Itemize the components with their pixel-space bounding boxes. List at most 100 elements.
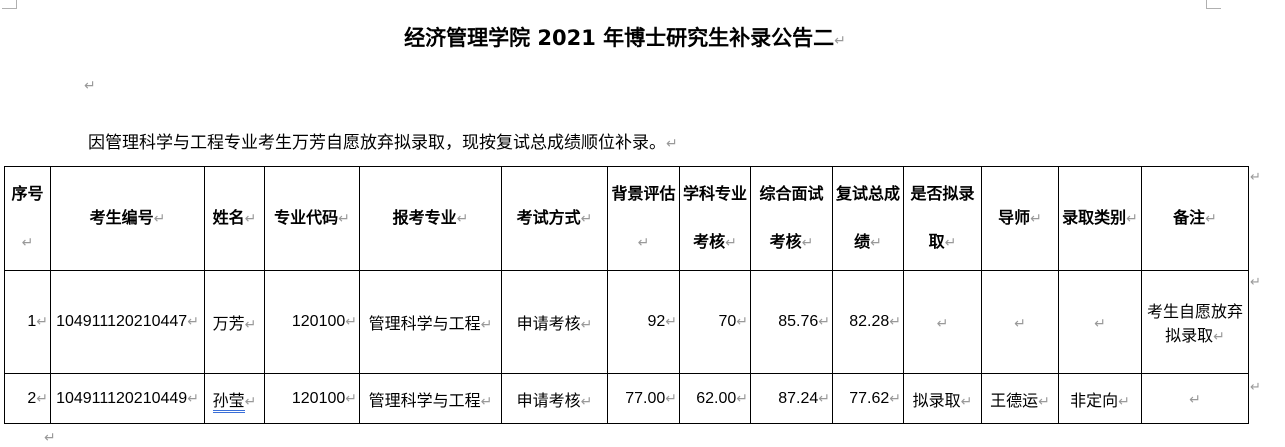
cell-subject-score: 62.00↵	[679, 373, 751, 424]
cell-subject-score-text: 70	[718, 313, 737, 330]
cell-total-score-text: 77.62	[849, 389, 890, 407]
cell-interview-score: 85.76↵	[750, 270, 833, 374]
cell-advisor-text: 王德运	[990, 390, 1039, 410]
header-admission-type: 录取类别↵	[1058, 166, 1142, 271]
header-admit-status-text: 是否拟录取	[910, 184, 975, 251]
cell-total-score-text: 82.28	[849, 313, 890, 330]
cell-remarks-text: 考生自愿放弃拟录取	[1146, 302, 1243, 345]
cell-name: 万芳↵	[204, 270, 265, 374]
cell-mark-icon: ↵	[1038, 393, 1050, 410]
intro-text: 因管理科学与工程专业考生万芳自愿放弃拟录取，现按复试总成绩顺位补录。	[88, 133, 666, 153]
cell-mark-icon: ↵	[36, 313, 48, 329]
title-text: 经济管理学院 2021 年博士研究生补录公告二	[404, 26, 835, 50]
paragraph-mark-icon: ↵	[834, 33, 846, 49]
cell-mark-icon: ↵	[1014, 315, 1026, 332]
cell-mark-icon: ↵	[665, 389, 677, 406]
cell-mark-icon: ↵	[944, 235, 957, 251]
header-subject-score: 学科专业考核↵	[679, 166, 751, 271]
header-major-code-text: 专业代码	[274, 208, 339, 227]
cell-mark-icon: ↵	[1205, 211, 1217, 227]
paragraph-mark-icon: ↵	[666, 136, 678, 152]
cell-exam-method: 申请考核↵	[501, 373, 608, 424]
header-total-score: 复试总成绩↵	[832, 166, 904, 271]
cell-mark-icon: ↵	[345, 389, 357, 406]
header-subject-score-text: 学科专业考核	[682, 184, 747, 251]
cell-mark-icon: ↵	[818, 313, 830, 329]
cell-mark-icon: ↵	[870, 235, 882, 251]
header-seq-text: 序号	[11, 184, 44, 203]
cell-admit-status: ↵	[903, 270, 982, 374]
cell-mark-icon: ↵	[665, 313, 677, 329]
cell-remarks: 考生自愿放弃拟录取↵	[1141, 270, 1249, 374]
header-major: 报考专业↵	[359, 166, 502, 271]
cell-mark-icon: ↵	[960, 393, 973, 410]
cell-mark-icon: ↵	[580, 393, 593, 410]
header-exam-method: 考试方式↵	[501, 166, 608, 271]
header-major-text: 报考专业	[392, 208, 457, 227]
header-advisor-text: 导师	[998, 208, 1031, 227]
cell-major: 管理科学与工程↵	[359, 373, 502, 424]
header-total-score-text: 复试总成绩	[835, 184, 900, 251]
cell-background-score-text: 77.00	[625, 389, 666, 407]
header-seq: 序号 ↵	[4, 166, 51, 271]
header-candidate-id-text: 考生编号	[89, 208, 154, 227]
cell-admit-status: 拟录取↵	[903, 373, 982, 424]
paragraph-mark-icon: ↵	[84, 78, 96, 94]
table-row: 2↵ 104911120210449↵ 孙莹↵ 120100↵ 管理科学与工程↵ 申请考核…	[4, 373, 1249, 424]
cell-advisor: 王德运↵	[981, 373, 1059, 424]
cell-mark-icon: ↵	[187, 313, 199, 329]
cell-mark-icon: ↵	[889, 389, 901, 406]
cell-mark-icon: ↵	[736, 313, 748, 329]
header-advisor: 导师↵	[981, 166, 1059, 271]
paragraph-mark-icon: ↵	[44, 430, 56, 446]
cell-candidate-id-text: 104911120210447	[56, 313, 188, 330]
cell-major-code: 120100↵	[264, 270, 360, 374]
cell-major-text: 管理科学与工程	[368, 314, 481, 333]
cell-mark-icon: ↵	[338, 211, 350, 227]
cell-admission-type: 非定向↵	[1058, 373, 1142, 424]
cell-major-code: 120100↵	[264, 373, 360, 424]
cell-mark-icon: ↵	[1126, 211, 1138, 227]
cell-mark-icon: ↵	[1213, 329, 1225, 345]
cell-mark-icon: ↵	[244, 393, 257, 410]
cell-mark-icon: ↵	[580, 211, 593, 227]
header-remarks-text: 备注	[1173, 208, 1206, 227]
header-background-score-text: 背景评估	[611, 184, 676, 203]
cell-mark-icon: ↵	[1030, 211, 1042, 227]
cell-mark-icon: ↵	[244, 211, 257, 227]
document-title: 经济管理学院 2021 年博士研究生补录公告二↵	[0, 22, 1250, 52]
page-corner-marker-left	[2, 0, 17, 9]
cell-mark-icon: ↵	[637, 235, 650, 251]
cell-mark-icon: ↵	[818, 389, 830, 406]
admission-table: 序号↵ 考生编号↵ 姓名↵ 专业代码↵ 报考专业↵ 考试方式↵ 背景评估↵ 学科专业考核↵ 综合…	[4, 166, 1249, 424]
header-interview-score: 综合面试考核↵	[750, 166, 833, 271]
cell-admission-type-text: 非定向	[1070, 390, 1119, 410]
row-end-mark-icon: ↵	[1250, 380, 1261, 395]
cell-background-score: 92↵	[607, 270, 680, 374]
cell-candidate-id-text: 104911120210449	[56, 389, 188, 407]
cell-mark-icon: ↵	[187, 389, 199, 406]
cell-name: 孙莹↵	[204, 373, 265, 424]
cell-mark-icon: ↵	[480, 317, 493, 333]
cell-major-code-text: 120100	[291, 389, 346, 407]
cell-mark-icon: ↵	[480, 393, 493, 410]
header-name: 姓名↵	[204, 166, 265, 271]
cell-interview-score-text: 85.76	[778, 313, 819, 330]
cell-mark-icon: ↵	[153, 211, 166, 227]
header-admission-type-text: 录取类别	[1062, 208, 1127, 227]
cell-name-text: 万芳	[212, 314, 245, 333]
cell-major-text: 管理科学与工程	[368, 390, 481, 410]
header-major-code: 专业代码↵	[264, 166, 360, 271]
table-row: 1↵ 104911120210447↵ 万芳↵ 120100↵ 管理科学与工程↵ 申请考核…	[4, 270, 1249, 374]
cell-mark-icon: ↵	[889, 313, 901, 329]
cell-interview-score: 87.24↵	[750, 373, 833, 424]
header-interview-score-text: 综合面试考核	[759, 184, 824, 251]
cell-name-text: 孙莹	[212, 390, 245, 413]
header-background-score: 背景评估 ↵	[607, 166, 680, 271]
cell-candidate-id: 104911120210447↵	[50, 270, 205, 374]
cell-mark-icon: ↵	[21, 235, 34, 251]
header-name-text: 姓名	[212, 208, 245, 227]
row-end-mark-icon: ↵	[1250, 170, 1261, 185]
cell-mark-icon: ↵	[36, 389, 48, 406]
cell-remarks: ↵	[1141, 373, 1249, 424]
